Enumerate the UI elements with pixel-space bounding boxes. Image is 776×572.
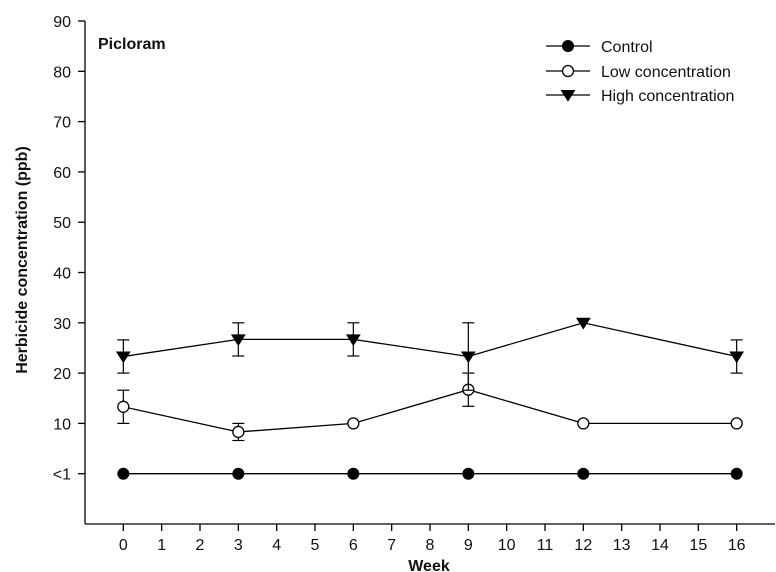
y-axis-title: Herbicide concentration (ppb) (14, 146, 31, 374)
data-point (347, 417, 360, 430)
legend-label: Low concentration (601, 64, 731, 81)
data-point (730, 417, 743, 430)
data-point (232, 425, 245, 439)
x-tick-label: 1 (157, 537, 166, 554)
y-tick-label: 90 (53, 14, 71, 31)
x-tick-label: 15 (689, 537, 707, 554)
data-point (730, 467, 743, 480)
x-axis-title: Week (408, 558, 450, 572)
x-tick-label: 3 (234, 537, 243, 554)
data-point (577, 417, 590, 430)
plot-series (115, 317, 745, 480)
data-point (232, 467, 245, 480)
panel-label: Picloram (98, 36, 166, 53)
data-point (347, 467, 360, 480)
series-filled-circle (117, 467, 743, 480)
y-tick-label: 10 (53, 416, 71, 433)
series-line (123, 389, 737, 433)
legend-marker (561, 64, 575, 78)
series-down-triangle (115, 317, 745, 391)
data-point (575, 317, 591, 330)
x-tick-label: 11 (537, 537, 554, 554)
legend-item: Control (546, 39, 653, 56)
x-tick-label: 2 (196, 537, 205, 554)
data-point (460, 351, 476, 364)
data-point (117, 467, 130, 480)
legend-item: Low concentration (546, 64, 731, 81)
x-tick-label: 7 (387, 537, 396, 554)
y-tick-label: 20 (53, 366, 71, 383)
legend: Control Low concentration High concentrati… (546, 39, 734, 105)
y-tick-label: <1 (53, 467, 71, 484)
legend-marker (560, 89, 576, 102)
y-tick-label: 60 (53, 165, 71, 182)
y-tick-label: 50 (53, 215, 71, 232)
series-line (123, 322, 737, 358)
data-point (117, 400, 130, 413)
legend-label: High concentration (601, 88, 734, 105)
x-tick-label: 14 (651, 537, 669, 554)
data-point (115, 351, 131, 364)
y-tick-label: 30 (53, 316, 71, 333)
x-tick-label: 6 (349, 537, 358, 554)
data-point (230, 334, 246, 347)
data-point (577, 467, 590, 480)
x-tick-label: 13 (613, 537, 631, 554)
legend-label: Control (601, 39, 653, 56)
x-tick-label: 4 (272, 537, 281, 554)
data-point (729, 351, 745, 364)
y-tick-label: 70 (53, 115, 71, 132)
legend-marker (562, 40, 574, 52)
x-tick-label: 0 (119, 537, 128, 554)
series-open-circle (117, 372, 743, 442)
x-tick-label: 5 (311, 537, 320, 554)
y-tick-label: 80 (53, 64, 71, 81)
data-point (462, 467, 475, 480)
data-point (345, 334, 361, 347)
x-tick-label: 9 (464, 537, 473, 554)
x-tick-label: 8 (426, 537, 435, 554)
x-tick-label: 12 (574, 537, 592, 554)
legend-item: High concentration (546, 88, 734, 105)
x-tick-label: 16 (728, 537, 746, 554)
y-tick-label: 40 (53, 266, 71, 283)
x-tick-label: 10 (498, 537, 516, 554)
